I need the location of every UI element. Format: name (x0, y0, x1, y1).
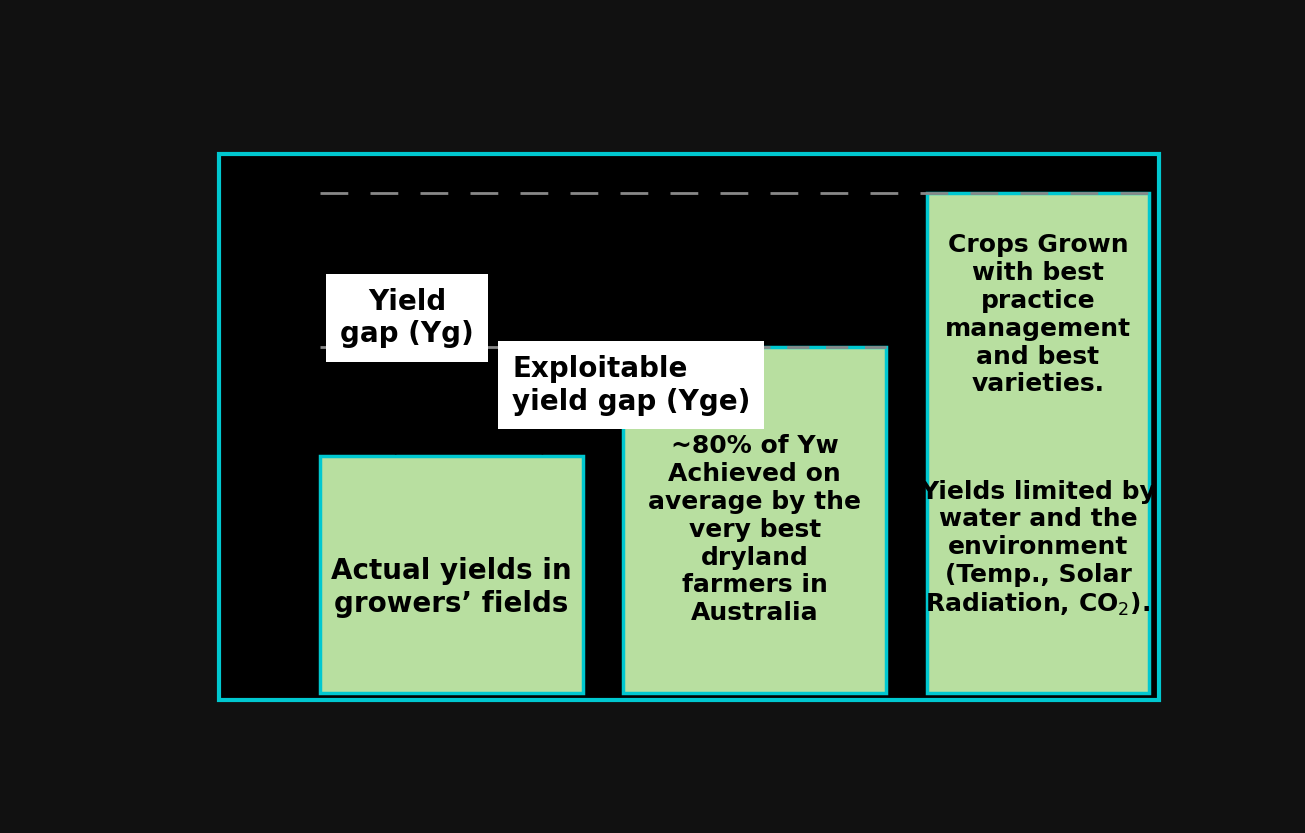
Bar (927, 193, 1150, 693)
Text: ~80% of Yw
Achieved on
average by the
very best
dryland
farmers in
Australia: ~80% of Yw Achieved on average by the ve… (649, 434, 861, 625)
Bar (320, 456, 583, 693)
Text: Crops Grown
with best
practice
management
and best
varieties.: Crops Grown with best practice managemen… (945, 233, 1131, 397)
Bar (624, 347, 886, 693)
Text: Actual yields in
growers’ fields: Actual yields in growers’ fields (331, 557, 572, 617)
Text: Yields limited by
water and the
environment
(Temp., Solar
Radiation, CO$_{2}$).: Yields limited by water and the environm… (920, 480, 1156, 618)
Text: Yield
gap (Yg): Yield gap (Yg) (341, 288, 474, 348)
Bar (219, 154, 1159, 700)
Text: Exploitable
yield gap (Yge): Exploitable yield gap (Yge) (512, 355, 750, 416)
